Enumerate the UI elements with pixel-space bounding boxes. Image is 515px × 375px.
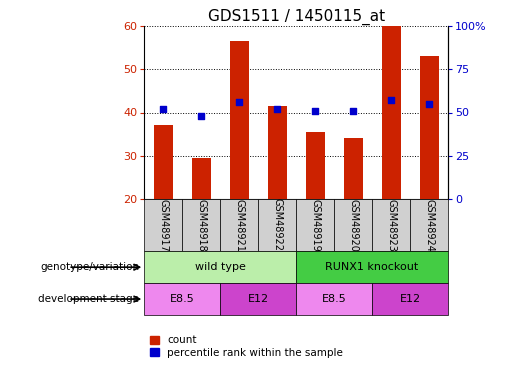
Text: GSM48924: GSM48924 — [424, 199, 434, 251]
Text: E8.5: E8.5 — [170, 294, 195, 304]
Title: GDS1511 / 1450115_at: GDS1511 / 1450115_at — [208, 9, 385, 25]
Point — [197, 113, 205, 119]
Bar — [268, 106, 287, 199]
Bar — [296, 251, 448, 283]
Bar — [372, 283, 448, 315]
Bar — [144, 283, 220, 315]
Text: GSM48921: GSM48921 — [234, 199, 244, 251]
Text: genotype/variation: genotype/variation — [40, 262, 139, 272]
Text: E12: E12 — [400, 294, 421, 304]
Legend: count, percentile rank within the sample: count, percentile rank within the sample — [149, 334, 344, 358]
Bar — [258, 199, 296, 251]
Text: GSM48923: GSM48923 — [386, 199, 396, 251]
Point — [311, 108, 319, 114]
Bar — [220, 199, 258, 251]
Bar — [230, 41, 249, 199]
Bar — [334, 199, 372, 251]
Bar — [144, 199, 182, 251]
Bar — [420, 57, 439, 199]
Bar — [153, 125, 173, 199]
Point — [235, 99, 243, 105]
Text: RUNX1 knockout: RUNX1 knockout — [325, 262, 419, 272]
Text: development stage: development stage — [38, 294, 139, 304]
Bar — [296, 199, 334, 251]
Text: GSM48920: GSM48920 — [348, 199, 358, 251]
Text: wild type: wild type — [195, 262, 246, 272]
Text: GSM48922: GSM48922 — [272, 198, 282, 252]
Bar — [192, 158, 211, 199]
Point — [425, 101, 433, 107]
Bar — [182, 199, 220, 251]
Point — [387, 98, 395, 104]
Bar — [220, 283, 296, 315]
Bar — [144, 251, 296, 283]
Text: E12: E12 — [248, 294, 269, 304]
Bar — [382, 26, 401, 199]
Bar — [344, 138, 363, 199]
Text: GSM48918: GSM48918 — [196, 199, 206, 251]
Point — [349, 108, 357, 114]
Bar — [305, 132, 324, 199]
Bar — [372, 199, 410, 251]
Bar — [296, 283, 372, 315]
Text: GSM48919: GSM48919 — [310, 199, 320, 251]
Point — [159, 106, 167, 112]
Point — [273, 106, 281, 112]
Text: E8.5: E8.5 — [322, 294, 347, 304]
Bar — [410, 199, 448, 251]
Text: GSM48917: GSM48917 — [158, 199, 168, 251]
